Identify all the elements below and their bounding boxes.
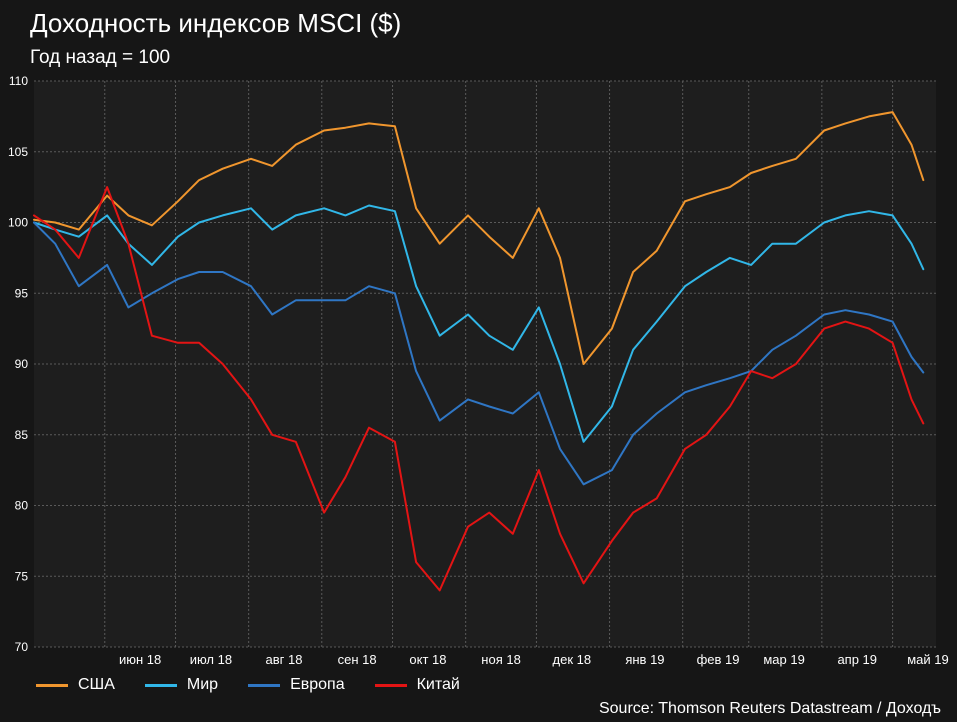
series-line-world (33, 204, 925, 443)
legend-swatch-europe (248, 683, 281, 687)
chart-subtitle: Год назад = 100 (30, 47, 171, 68)
y-tick-label: 75 (15, 569, 29, 583)
series-layer (33, 111, 925, 592)
x-tick-label: окт 18 (409, 652, 446, 667)
x-tick-label: фев 19 (697, 652, 740, 667)
y-tick-label: 95 (15, 286, 29, 300)
series-line-usa (33, 111, 925, 365)
series-line-europe (33, 221, 925, 486)
y-tick-label: 90 (15, 357, 29, 371)
source-note: Source: Thomson Reuters Datastream / Дох… (598, 700, 941, 717)
x-tick-label: май 19 (907, 652, 949, 667)
legend-label-usa: США (78, 676, 115, 693)
legend: США Мир Европа Китай (36, 676, 460, 694)
legend-item-europe: Европа (248, 676, 345, 694)
y-tick-label: 85 (15, 428, 29, 442)
x-tick-label: июн 18 (119, 652, 161, 667)
legend-swatch-world (144, 683, 177, 687)
legend-swatch-usa (36, 683, 68, 687)
y-tick-label: 100 (8, 216, 28, 230)
x-tick-label: июл 18 (190, 652, 232, 667)
legend-label-world: Мир (186, 676, 219, 693)
x-tick-label: сен 18 (338, 652, 377, 667)
chart-title: Доходность индексов MSCI ($) (30, 8, 402, 38)
plot-area (34, 81, 936, 647)
y-tick-label: 80 (15, 499, 29, 513)
y-tick-label: 70 (15, 640, 29, 654)
x-tick-label: авг 18 (266, 652, 303, 667)
y-tick-label: 110 (9, 74, 28, 88)
axis-layer: 70 75 80 85 90 95 100 105 110 июн 18 июл 18 авг 18 с… (8, 74, 949, 667)
legend-label-china: Китай (416, 676, 460, 693)
legend-item-world: Мир (144, 676, 219, 694)
y-tick-label: 105 (8, 145, 28, 159)
x-tick-label: апр 19 (837, 652, 877, 667)
legend-item-usa: США (36, 676, 115, 694)
x-tick-label: ноя 18 (481, 652, 521, 667)
legend-label-europe: Европа (290, 676, 345, 693)
x-tick-label: янв 19 (625, 652, 664, 667)
legend-swatch-china (374, 683, 407, 687)
legend-item-china: Китай (374, 676, 460, 694)
x-tick-label: мар 19 (763, 652, 804, 667)
series-line-china (33, 186, 925, 592)
x-tick-label: дек 18 (553, 652, 592, 667)
